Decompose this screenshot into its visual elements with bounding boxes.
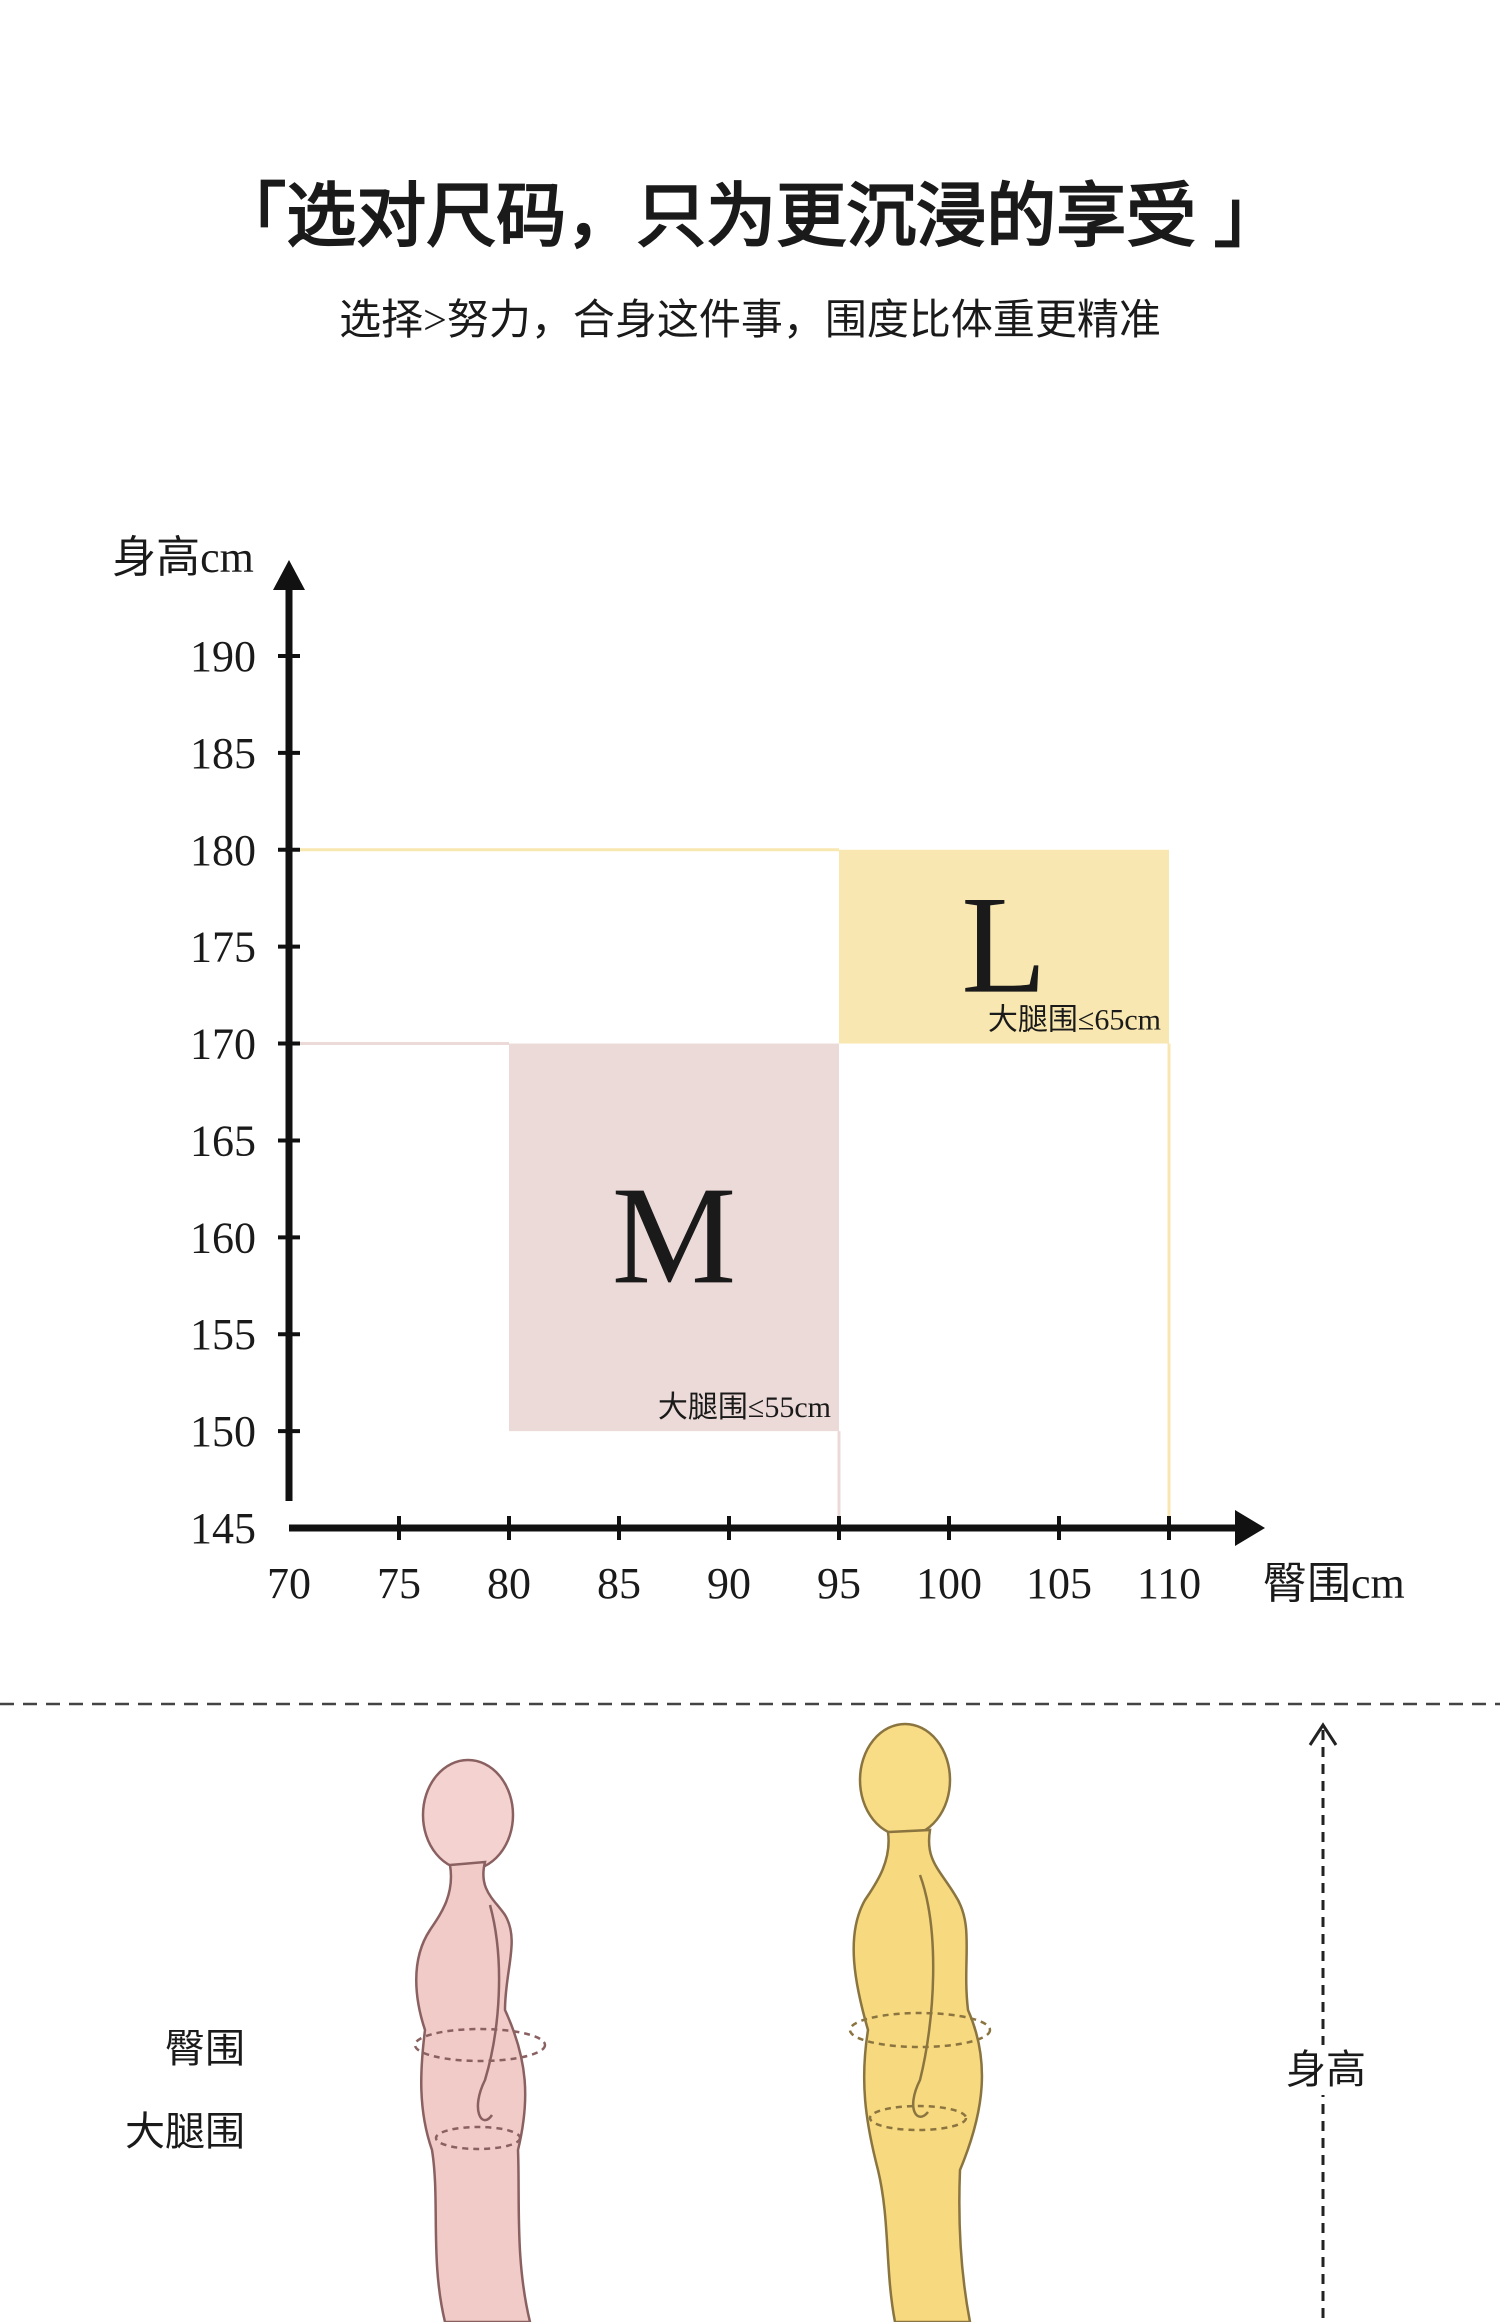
y-tick-label: 180 [190,826,256,875]
figure-l [848,1722,992,2322]
label-bg [1280,2045,1366,2095]
y-tick-label: 170 [190,1020,256,1069]
y-tick-label: 190 [190,632,256,681]
y-tick-label: 175 [190,923,256,972]
x-tick-label: 90 [707,1559,751,1608]
y-tick-label: 145 [190,1504,256,1553]
size-note: 大腿围≤55cm [658,1391,831,1424]
size-region [509,1043,839,1432]
size-name: L [961,868,1047,1023]
x-axis-label: 臀围cm [1263,1559,1405,1608]
figure-label: 臀围 [165,2026,245,2071]
y-tick-label: 160 [190,1213,256,1262]
x-tick-label: 85 [597,1559,641,1608]
x-tick-label: 105 [1026,1559,1092,1608]
size-note: 大腿围≤65cm [988,1004,1161,1037]
figure-label: 身高 [1286,2047,1366,2092]
y-tick-label: 155 [190,1310,256,1359]
y-axis-label: 身高cm [112,533,254,582]
x-tick-label: 95 [817,1559,861,1608]
size-region [839,849,1169,1044]
x-arrow [1235,1510,1265,1546]
title: 「选对尺码，只为更沉浸的享受 」 [216,178,1284,256]
y-tick-label: 185 [190,729,256,778]
x-tick-label: 80 [487,1559,531,1608]
y-tick-label: 165 [190,1116,256,1165]
x-tick-label: 110 [1137,1559,1201,1608]
height-arrow [1308,1722,1338,1746]
x-tick-label: 75 [377,1559,421,1608]
figure-label: 大腿围 [125,2109,245,2154]
y-arrow [273,560,305,590]
figure-m [413,1758,547,2322]
x-tick-label: 70 [267,1559,311,1608]
y-tick-label: 150 [190,1407,256,1456]
x-tick-label: 100 [916,1559,982,1608]
subtitle: 选择>努力，合身这件事，围度比体重更精准 [339,297,1161,344]
size-name: M [612,1158,736,1313]
